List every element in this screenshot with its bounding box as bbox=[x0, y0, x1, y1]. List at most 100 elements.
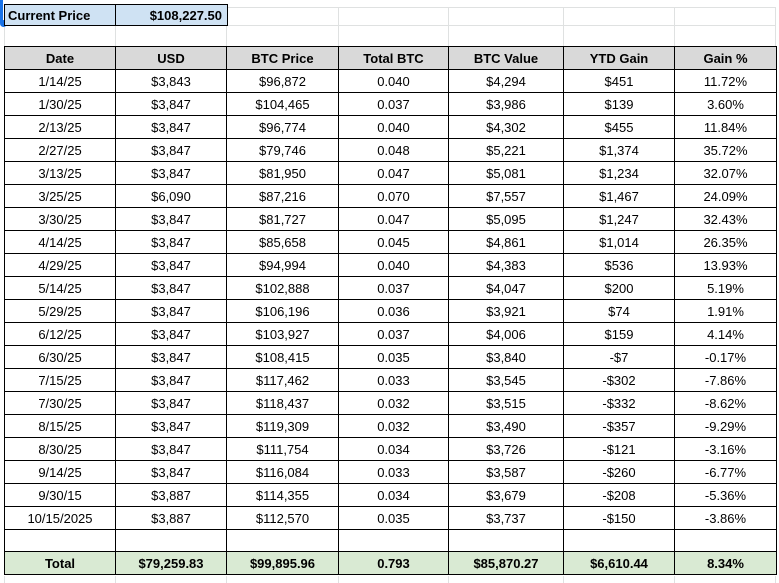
table-cell[interactable]: 4/14/25 bbox=[4, 230, 116, 254]
table-cell[interactable]: 3/25/25 bbox=[4, 184, 116, 208]
table-cell[interactable]: 7/15/25 bbox=[4, 368, 116, 392]
table-cell[interactable]: $103,927 bbox=[226, 322, 339, 346]
table-cell[interactable]: $3,515 bbox=[448, 391, 564, 415]
table-cell[interactable]: $3,847 bbox=[115, 391, 227, 415]
table-cell[interactable]: -$302 bbox=[563, 368, 675, 392]
table-cell[interactable]: 3/30/25 bbox=[4, 207, 116, 231]
column-header-gain[interactable]: Gain % bbox=[674, 46, 777, 70]
table-cell[interactable]: $81,950 bbox=[226, 161, 339, 185]
table-cell[interactable]: 1.91% bbox=[674, 299, 777, 323]
table-cell[interactable]: $3,847 bbox=[115, 115, 227, 139]
table-cell[interactable]: $79,746 bbox=[226, 138, 339, 162]
empty-cell[interactable] bbox=[674, 529, 777, 552]
table-cell[interactable]: $5,095 bbox=[448, 207, 564, 231]
total-cell[interactable]: 8.34% bbox=[674, 551, 777, 575]
table-cell[interactable]: $112,570 bbox=[226, 506, 339, 530]
table-cell[interactable]: $94,994 bbox=[226, 253, 339, 277]
table-cell[interactable]: 5.19% bbox=[674, 276, 777, 300]
table-cell[interactable]: 0.035 bbox=[338, 345, 449, 369]
table-cell[interactable]: $1,247 bbox=[563, 207, 675, 231]
table-cell[interactable]: 0.032 bbox=[338, 414, 449, 438]
table-cell[interactable]: $119,309 bbox=[226, 414, 339, 438]
table-cell[interactable]: -$150 bbox=[563, 506, 675, 530]
table-cell[interactable]: $104,465 bbox=[226, 92, 339, 116]
total-cell[interactable]: $85,870.27 bbox=[448, 551, 564, 575]
table-cell[interactable]: $4,006 bbox=[448, 322, 564, 346]
table-cell[interactable]: $3,840 bbox=[448, 345, 564, 369]
current-price-label-cell[interactable]: Current Price bbox=[4, 4, 116, 26]
empty-cell[interactable] bbox=[226, 529, 339, 552]
table-cell[interactable]: $3,847 bbox=[115, 322, 227, 346]
table-cell[interactable]: $4,294 bbox=[448, 69, 564, 93]
table-cell[interactable]: $3,887 bbox=[115, 506, 227, 530]
total-cell[interactable]: $79,259.83 bbox=[115, 551, 227, 575]
table-cell[interactable]: $4,302 bbox=[448, 115, 564, 139]
empty-cell[interactable] bbox=[448, 529, 564, 552]
table-cell[interactable]: $3,847 bbox=[115, 230, 227, 254]
table-cell[interactable]: 8/15/25 bbox=[4, 414, 116, 438]
table-cell[interactable]: 6/30/25 bbox=[4, 345, 116, 369]
empty-cell[interactable] bbox=[563, 529, 675, 552]
table-cell[interactable]: $3,587 bbox=[448, 460, 564, 484]
table-cell[interactable]: 0.047 bbox=[338, 207, 449, 231]
table-cell[interactable]: 0.034 bbox=[338, 437, 449, 461]
table-cell[interactable]: $3,545 bbox=[448, 368, 564, 392]
table-cell[interactable]: $4,861 bbox=[448, 230, 564, 254]
table-cell[interactable]: -3.86% bbox=[674, 506, 777, 530]
table-cell[interactable]: $1,234 bbox=[563, 161, 675, 185]
table-cell[interactable]: 0.037 bbox=[338, 276, 449, 300]
table-cell[interactable]: $81,727 bbox=[226, 207, 339, 231]
table-cell[interactable]: -5.36% bbox=[674, 483, 777, 507]
table-cell[interactable]: 1/14/25 bbox=[4, 69, 116, 93]
table-cell[interactable]: $3,847 bbox=[115, 161, 227, 185]
table-cell[interactable]: 26.35% bbox=[674, 230, 777, 254]
table-cell[interactable]: $3,887 bbox=[115, 483, 227, 507]
table-cell[interactable]: 5/29/25 bbox=[4, 299, 116, 323]
table-cell[interactable]: 0.070 bbox=[338, 184, 449, 208]
table-cell[interactable]: $85,658 bbox=[226, 230, 339, 254]
table-cell[interactable]: 11.72% bbox=[674, 69, 777, 93]
table-cell[interactable]: 24.09% bbox=[674, 184, 777, 208]
table-cell[interactable]: $451 bbox=[563, 69, 675, 93]
table-cell[interactable]: $3,847 bbox=[115, 253, 227, 277]
table-cell[interactable]: $3,847 bbox=[115, 368, 227, 392]
table-cell[interactable]: -$208 bbox=[563, 483, 675, 507]
table-cell[interactable]: $1,467 bbox=[563, 184, 675, 208]
table-cell[interactable]: $3,726 bbox=[448, 437, 564, 461]
table-cell[interactable]: 0.040 bbox=[338, 115, 449, 139]
table-cell[interactable]: -9.29% bbox=[674, 414, 777, 438]
column-header-usd[interactable]: USD bbox=[115, 46, 227, 70]
table-cell[interactable]: $139 bbox=[563, 92, 675, 116]
table-cell[interactable]: -$260 bbox=[563, 460, 675, 484]
total-cell[interactable]: $6,610.44 bbox=[563, 551, 675, 575]
table-cell[interactable]: $118,437 bbox=[226, 391, 339, 415]
table-cell[interactable]: $3,847 bbox=[115, 207, 227, 231]
table-cell[interactable]: $3,847 bbox=[115, 92, 227, 116]
table-cell[interactable]: -0.17% bbox=[674, 345, 777, 369]
table-cell[interactable]: 6/12/25 bbox=[4, 322, 116, 346]
table-cell[interactable]: $3,847 bbox=[115, 138, 227, 162]
total-cell[interactable]: $99,895.96 bbox=[226, 551, 339, 575]
table-cell[interactable]: 0.045 bbox=[338, 230, 449, 254]
table-cell[interactable]: 0.040 bbox=[338, 69, 449, 93]
table-cell[interactable]: $159 bbox=[563, 322, 675, 346]
table-cell[interactable]: $5,081 bbox=[448, 161, 564, 185]
table-cell[interactable]: $4,383 bbox=[448, 253, 564, 277]
table-cell[interactable]: 0.037 bbox=[338, 322, 449, 346]
column-header-total-btc[interactable]: Total BTC bbox=[338, 46, 449, 70]
table-cell[interactable]: $3,843 bbox=[115, 69, 227, 93]
table-cell[interactable]: $111,754 bbox=[226, 437, 339, 461]
table-cell[interactable]: $3,847 bbox=[115, 460, 227, 484]
table-cell[interactable]: 13.93% bbox=[674, 253, 777, 277]
table-cell[interactable]: $3,986 bbox=[448, 92, 564, 116]
table-cell[interactable]: $96,774 bbox=[226, 115, 339, 139]
column-header-ytd-gain[interactable]: YTD Gain bbox=[563, 46, 675, 70]
column-header-btc-value[interactable]: BTC Value bbox=[448, 46, 564, 70]
table-cell[interactable]: $96,872 bbox=[226, 69, 339, 93]
table-cell[interactable]: 11.84% bbox=[674, 115, 777, 139]
table-cell[interactable]: -3.16% bbox=[674, 437, 777, 461]
table-cell[interactable]: 10/15/2025 bbox=[4, 506, 116, 530]
table-cell[interactable]: -$121 bbox=[563, 437, 675, 461]
table-cell[interactable]: 7/30/25 bbox=[4, 391, 116, 415]
table-cell[interactable]: $536 bbox=[563, 253, 675, 277]
